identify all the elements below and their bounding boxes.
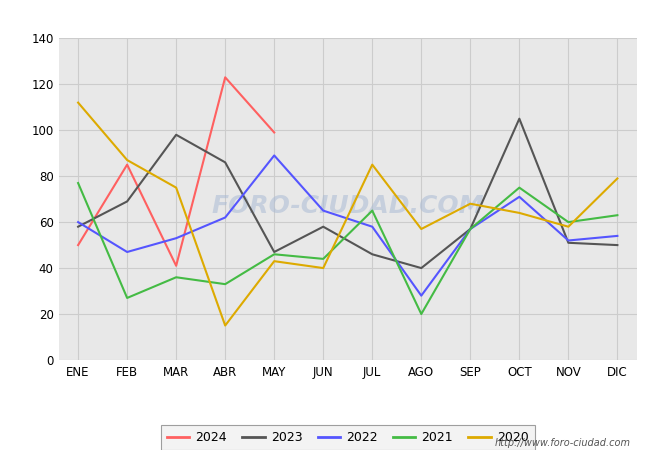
2020	[467, 201, 474, 207]
2022	[467, 226, 474, 232]
2020	[172, 185, 180, 190]
2021	[270, 252, 278, 257]
2022	[172, 235, 180, 241]
2021	[467, 226, 474, 232]
2023	[467, 226, 474, 232]
Line: 2024: 2024	[78, 77, 274, 266]
2023	[221, 160, 229, 165]
2022	[124, 249, 131, 255]
2021	[614, 212, 621, 218]
2021	[221, 281, 229, 287]
2023	[417, 266, 425, 271]
2023	[564, 240, 572, 246]
2021	[319, 256, 327, 261]
2024	[270, 130, 278, 135]
2022	[515, 194, 523, 199]
2023	[369, 252, 376, 257]
2023	[319, 224, 327, 230]
2022	[74, 220, 82, 225]
2020	[417, 226, 425, 232]
Line: 2023: 2023	[78, 119, 618, 268]
2024	[74, 243, 82, 248]
2020	[221, 323, 229, 328]
2021	[515, 185, 523, 190]
2020	[515, 210, 523, 216]
2020	[124, 158, 131, 163]
2022	[270, 153, 278, 158]
2022	[417, 293, 425, 298]
Text: Matriculaciones de Vehiculos en El Ronquillo: Matriculaciones de Vehiculos en El Ronqu…	[155, 7, 495, 22]
2021	[74, 180, 82, 186]
2022	[564, 238, 572, 243]
2023	[74, 224, 82, 230]
2020	[564, 224, 572, 230]
Text: FORO-CIUDAD.COM: FORO-CIUDAD.COM	[211, 194, 484, 217]
2024	[221, 75, 229, 80]
2023	[614, 243, 621, 248]
2023	[270, 249, 278, 255]
2020	[319, 266, 327, 271]
2020	[270, 258, 278, 264]
Legend: 2024, 2023, 2022, 2021, 2020: 2024, 2023, 2022, 2021, 2020	[161, 425, 535, 450]
2021	[369, 208, 376, 213]
2022	[221, 215, 229, 220]
2020	[74, 100, 82, 105]
Line: 2021: 2021	[78, 183, 618, 314]
2023	[515, 116, 523, 122]
2023	[124, 199, 131, 204]
2021	[417, 311, 425, 317]
Line: 2022: 2022	[78, 155, 618, 296]
2022	[614, 233, 621, 238]
2020	[614, 176, 621, 181]
2023	[172, 132, 180, 138]
2022	[319, 208, 327, 213]
Line: 2020: 2020	[78, 103, 618, 325]
2024	[124, 162, 131, 167]
2021	[124, 295, 131, 301]
2020	[369, 162, 376, 167]
Text: http://www.foro-ciudad.com: http://www.foro-ciudad.com	[495, 438, 630, 448]
2021	[172, 274, 180, 280]
2024	[172, 263, 180, 269]
2022	[369, 224, 376, 230]
2021	[564, 220, 572, 225]
